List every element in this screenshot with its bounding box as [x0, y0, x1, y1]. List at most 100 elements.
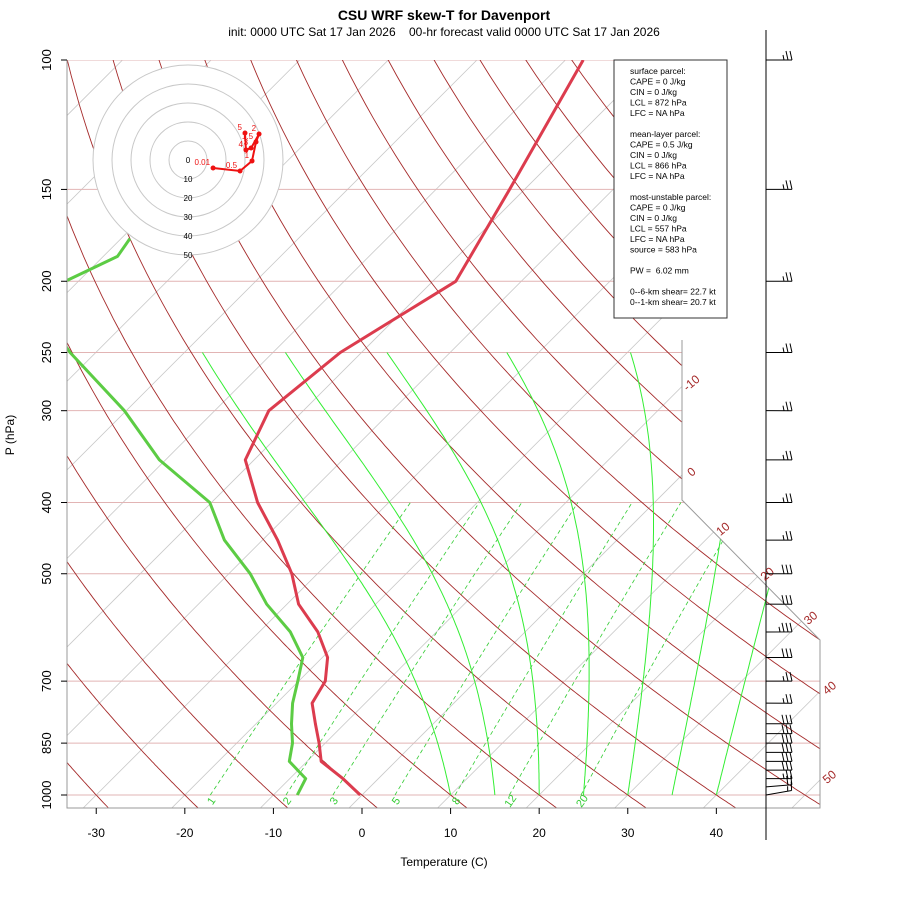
y-tick-label: 100 [39, 49, 54, 71]
info-text: 0--1-km shear= 20.7 kt [630, 297, 716, 307]
x-tick-label: -30 [88, 826, 106, 840]
dry-adiabat [67, 60, 490, 808]
hodograph-ring [130, 102, 246, 218]
dry-adiabat [334, 60, 820, 808]
dry-adiabat [288, 60, 820, 808]
mixing-ratio-label: 3 [328, 795, 341, 807]
info-text: LFC = NA hPa [630, 108, 685, 118]
info-text: CAPE = 0 J/kg [630, 203, 686, 213]
x-axis-title: Temperature (C) [400, 855, 487, 869]
info-text: CAPE = 0.5 J/kg [630, 140, 693, 150]
isotherm [67, 60, 494, 808]
y-tick-label: 500 [39, 563, 54, 585]
x-tick-label: -20 [176, 826, 194, 840]
mixing-ratio-line [332, 502, 523, 796]
wind-barb [765, 694, 793, 704]
moist-adiabat [506, 352, 590, 796]
info-text: LCL = 866 hPa [630, 161, 687, 171]
hodograph-ring [149, 121, 227, 199]
hodograph-point [237, 168, 243, 174]
y-tick-label: 400 [39, 492, 54, 514]
mixing-ratio-line [454, 502, 633, 796]
hodograph-ring-label: 40 [184, 232, 193, 241]
hodograph-height-label: 1 [245, 151, 250, 160]
wind-barb [765, 595, 793, 605]
hodograph-height-label: 0.01 [195, 158, 211, 167]
y-tick-label: 700 [39, 670, 54, 692]
hodograph-ring [168, 140, 208, 180]
mixing-ratio-line [580, 502, 746, 796]
moist-adiabat [627, 352, 654, 796]
hodograph-ring-label: 10 [184, 175, 193, 184]
hodograph-point [256, 131, 262, 137]
plot-area [67, 60, 820, 808]
wind-barb [765, 743, 793, 753]
mixing-ratio-label: 8 [450, 795, 463, 807]
moist-adiabat [386, 352, 540, 795]
info-text: mean-layer parcel: [630, 129, 700, 139]
hodograph-height-label: 1.5 [242, 132, 254, 141]
x-tick-label: 30 [621, 826, 635, 840]
mixing-ratio-label: 5 [390, 795, 403, 807]
hodograph-ring-label: 20 [184, 194, 193, 203]
info-text: PW = 6.02 mm [630, 266, 689, 276]
isotherm [685, 60, 820, 808]
hodograph-point [249, 158, 255, 164]
y-tick-label: 150 [39, 179, 54, 201]
hodograph-ring [111, 83, 265, 237]
info-text: 0--6-km shear= 22.7 kt [630, 287, 716, 297]
wind-barb [765, 622, 793, 633]
wind-barb [765, 530, 793, 541]
mixing-ratio-line [394, 502, 579, 796]
hodograph-point [248, 145, 254, 151]
hodograph-ring-label: 0 [186, 156, 191, 165]
info-box [613, 59, 728, 319]
temperature-line [243, 60, 585, 797]
hodograph-ring [92, 64, 284, 256]
x-tick-label: -10 [265, 826, 283, 840]
hodograph-point [253, 139, 259, 145]
wind-barb [765, 760, 793, 771]
chart-subtitle: init: 0000 UTC Sat 17 Jan 2026 00-hr for… [228, 25, 660, 39]
wind-barb [765, 714, 793, 725]
info-text: source = 583 hPa [630, 245, 697, 255]
isotherm [67, 60, 583, 808]
wind-barb [765, 733, 793, 744]
wind-barb [765, 343, 793, 353]
hodograph-background [93, 65, 283, 255]
x-tick-label: 10 [444, 826, 458, 840]
wind-barb [765, 180, 793, 190]
hodograph-height-label: 3 [244, 138, 249, 147]
y-axis-title: P (hPa) [3, 415, 17, 455]
info-text: LFC = NA hPa [630, 234, 685, 244]
moist-adiabat [201, 352, 452, 796]
hodograph-point [243, 147, 249, 153]
mixing-ratio-line [209, 502, 411, 796]
wind-barb [765, 769, 793, 780]
wind-barb [765, 564, 793, 575]
dry-adiabat [198, 60, 820, 808]
plot-frame [66, 60, 821, 809]
info-text: CAPE = 0 J/kg [630, 77, 686, 87]
chart-title: CSU WRF skew-T for Davenport [338, 7, 551, 23]
dry-adiabat [379, 60, 820, 808]
isotherm [597, 60, 820, 808]
isotherm [242, 60, 820, 808]
mixing-ratio-label: 20 [574, 793, 591, 810]
hodograph-height-label: 0.5 [226, 161, 238, 170]
dry-adiabat [67, 60, 126, 808]
info-text: CIN = 0 J/kg [630, 150, 677, 160]
y-tick-label: 300 [39, 400, 54, 422]
wind-barb [765, 401, 793, 412]
info-text: most-unstable parcel: [630, 192, 711, 202]
dry-adiabat [67, 60, 217, 808]
wind-barb [766, 50, 793, 61]
dry-adiabat [67, 60, 672, 808]
info-text: LCL = 557 hPa [630, 224, 687, 234]
info-text: LFC = NA hPa [630, 171, 685, 181]
y-tick-label: 250 [39, 342, 54, 364]
mixing-ratio-line [509, 502, 682, 796]
